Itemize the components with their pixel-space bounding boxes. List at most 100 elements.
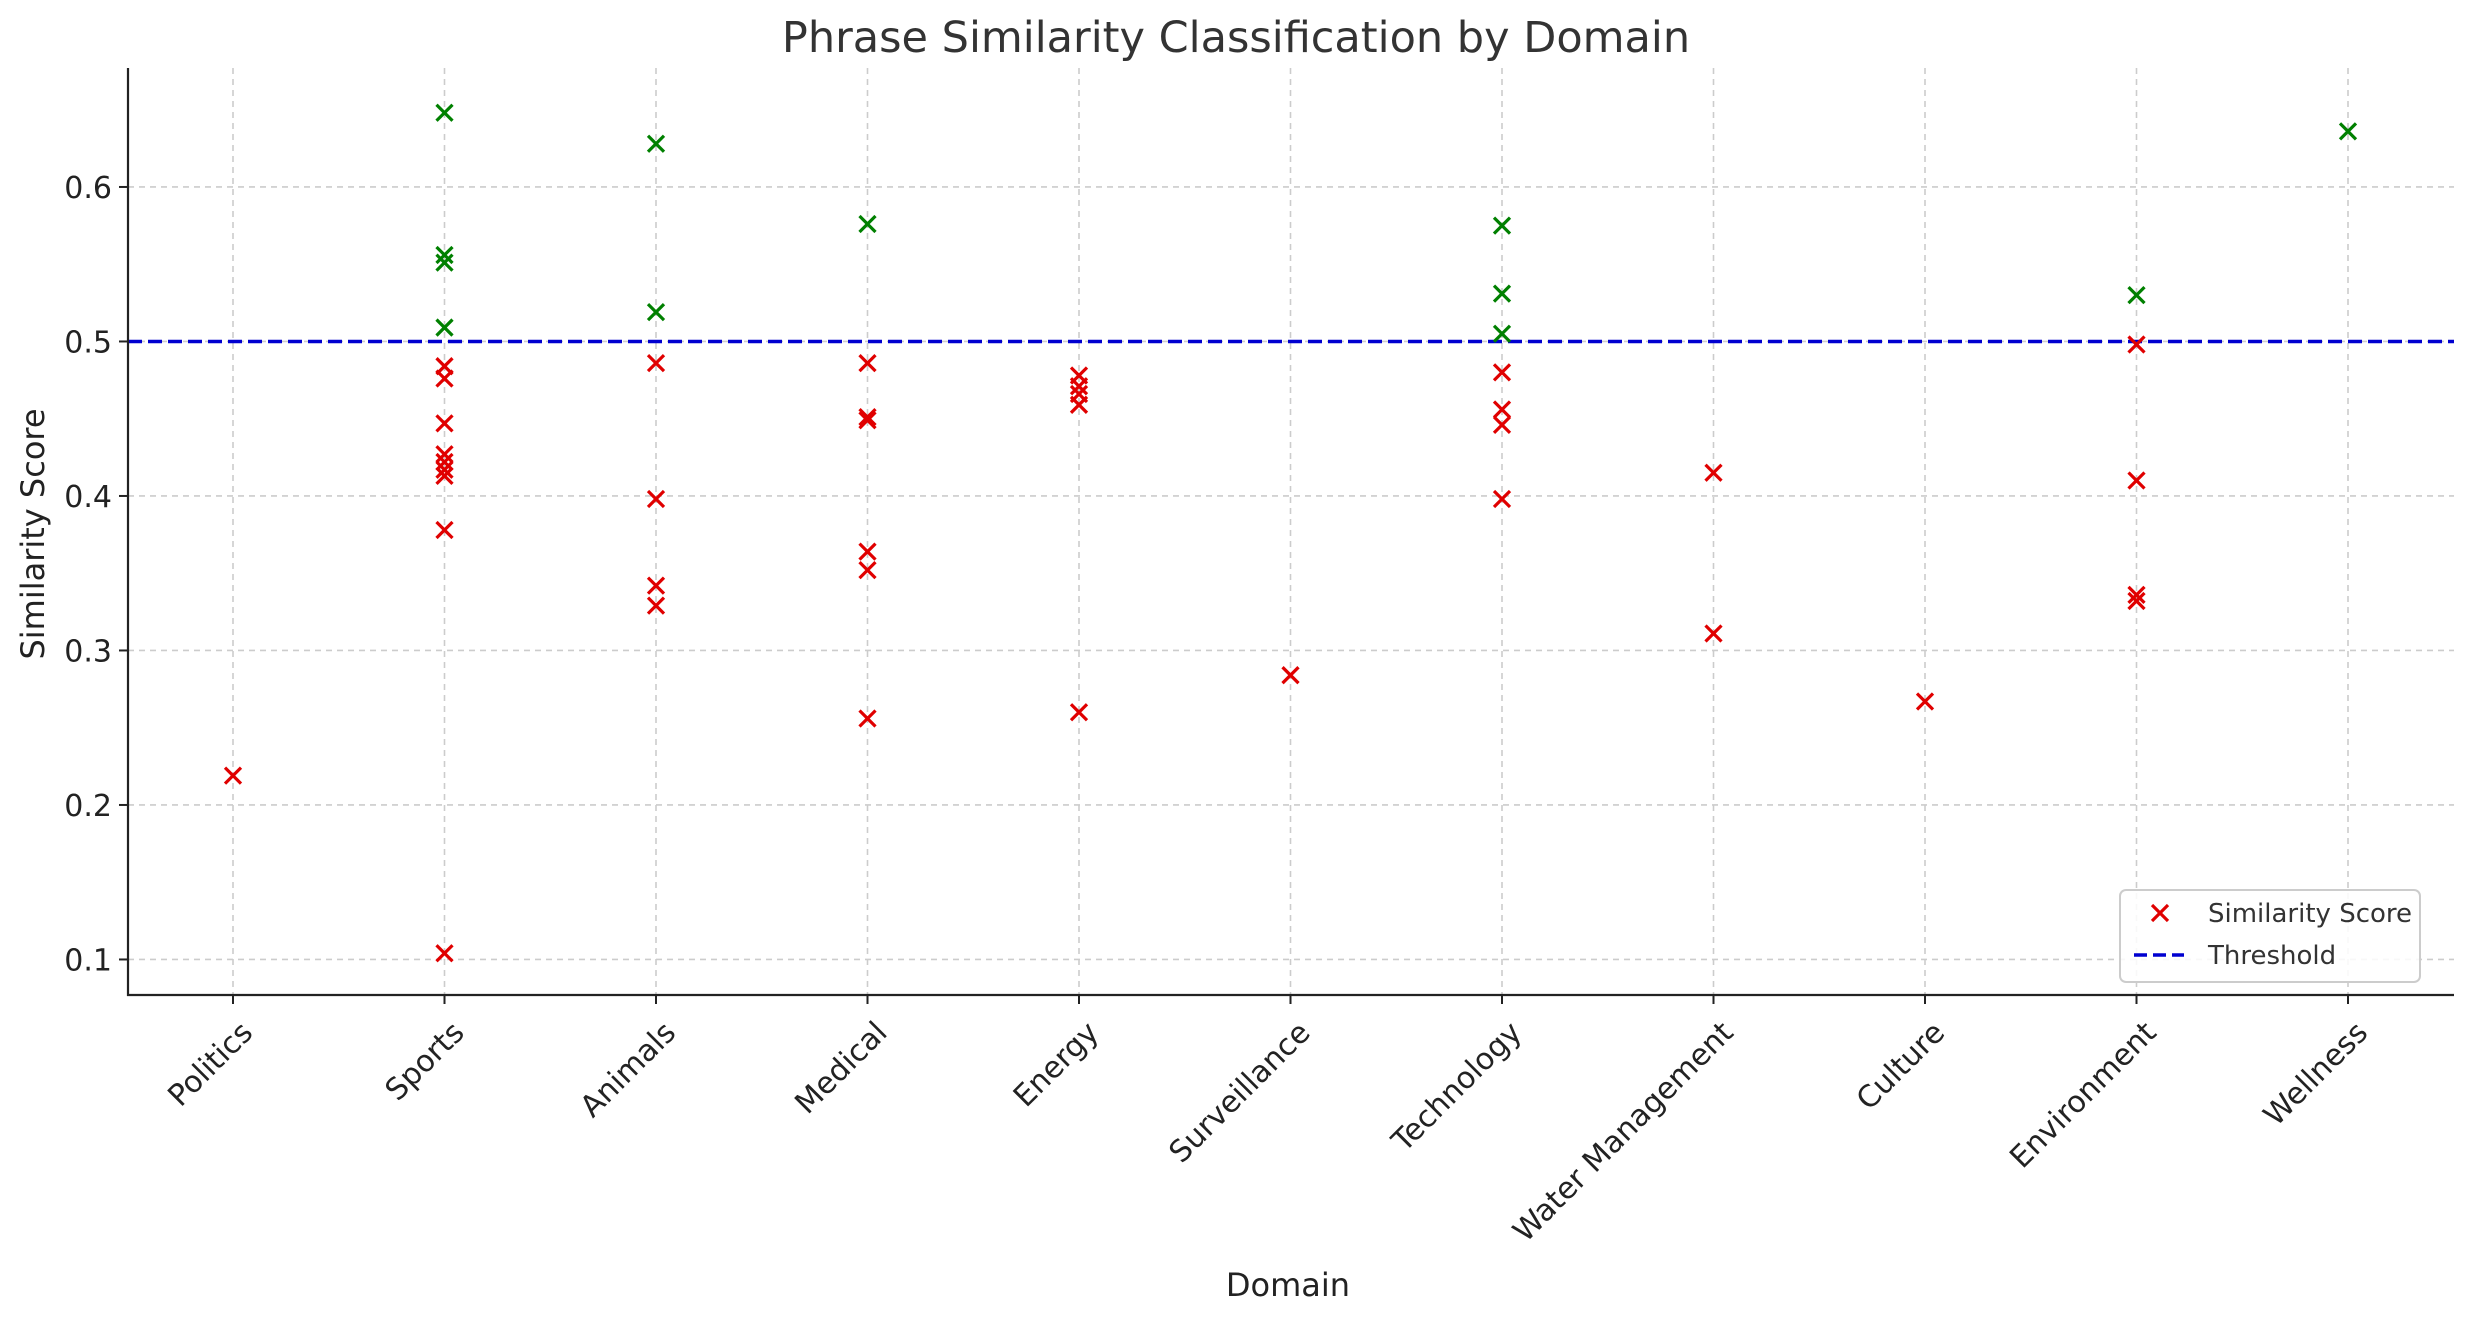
point-mark-stroke xyxy=(435,520,454,540)
data-point xyxy=(646,596,666,615)
point-mark-stroke xyxy=(435,460,454,479)
point-mark-stroke xyxy=(646,134,666,153)
point-mark-stroke xyxy=(1069,377,1089,396)
data-point xyxy=(1281,666,1300,685)
point-mark-stroke xyxy=(223,766,243,785)
data-point xyxy=(646,302,666,322)
data-point xyxy=(435,466,454,486)
data-point xyxy=(435,445,454,464)
point-mark-stroke xyxy=(858,411,877,430)
data-point xyxy=(2127,471,2146,490)
point-mark-stroke xyxy=(1704,463,1723,482)
data-point xyxy=(435,369,454,388)
point-mark-stroke xyxy=(858,709,877,728)
point-mark-stroke xyxy=(858,560,877,580)
y-axis-ticks: 0.1 0.2 0.3 0.4 0.5 0.6 xyxy=(64,171,128,978)
data-point xyxy=(435,414,454,433)
point-mark-stroke xyxy=(2127,471,2146,490)
point-mark-stroke xyxy=(2127,591,2146,611)
point-mark-stroke xyxy=(858,353,877,373)
point-mark-stroke xyxy=(646,489,666,509)
x-axis-title: Domain xyxy=(1226,1266,1350,1304)
point-mark-stroke xyxy=(435,369,454,388)
data-point xyxy=(435,460,454,479)
data-point xyxy=(435,245,454,265)
data-point xyxy=(646,134,666,153)
data-point xyxy=(1069,395,1089,414)
data-point xyxy=(646,353,666,373)
point-mark-stroke xyxy=(646,596,666,615)
legend-label-similarity-score: Similarity Score xyxy=(2208,899,2412,929)
y-tick-label: 0.4 xyxy=(64,480,112,515)
point-mark-stroke xyxy=(1915,692,1935,711)
point-mark-stroke xyxy=(435,452,454,472)
data-point xyxy=(435,452,454,472)
data-point xyxy=(1704,463,1723,482)
data-point xyxy=(2127,335,2146,354)
data-point xyxy=(858,560,877,580)
data-point xyxy=(435,318,454,337)
point-mark-stroke xyxy=(1069,395,1089,414)
point-mark-stroke xyxy=(2150,903,2170,923)
point-mark-stroke xyxy=(1492,415,1512,435)
point-mark-stroke xyxy=(435,245,454,265)
data-point xyxy=(858,542,877,561)
data-point xyxy=(1492,363,1512,382)
data-points xyxy=(223,103,2358,963)
data-point xyxy=(646,576,666,595)
y-tick-label: 0.1 xyxy=(64,943,112,978)
data-point xyxy=(1492,400,1512,419)
data-point xyxy=(858,214,877,234)
point-mark-stroke xyxy=(646,576,666,595)
point-mark-stroke xyxy=(435,318,454,337)
legend-label-threshold: Threshold xyxy=(2207,941,2336,971)
data-point xyxy=(1069,703,1089,722)
data-point xyxy=(1492,415,1512,435)
y-tick-label: 0.6 xyxy=(64,171,112,206)
point-mark-stroke xyxy=(435,445,454,464)
data-point xyxy=(1915,692,1935,711)
data-point xyxy=(1069,377,1089,396)
point-mark-stroke xyxy=(2127,285,2146,305)
legend-box xyxy=(2119,889,2421,983)
data-point xyxy=(1492,324,1512,343)
data-point xyxy=(858,709,877,728)
point-mark-stroke xyxy=(2338,122,2358,141)
data-point xyxy=(435,944,454,963)
point-mark-stroke xyxy=(646,353,666,373)
data-point xyxy=(858,411,877,430)
data-point xyxy=(1492,284,1512,303)
point-mark-stroke xyxy=(435,253,454,272)
point-mark-stroke xyxy=(435,944,454,963)
data-point xyxy=(858,408,877,427)
data-point xyxy=(646,489,666,509)
legend-x-marker xyxy=(2150,903,2170,923)
point-mark-stroke xyxy=(1069,703,1089,722)
data-point xyxy=(2127,585,2146,604)
point-mark-stroke xyxy=(858,408,877,427)
point-mark-stroke xyxy=(1492,400,1512,419)
data-point xyxy=(1492,216,1512,235)
data-point xyxy=(2127,285,2146,305)
point-mark-stroke xyxy=(1492,324,1512,343)
point-mark-stroke xyxy=(646,302,666,322)
y-axis-title: Similarity Score xyxy=(14,408,52,659)
point-mark-stroke xyxy=(1492,216,1512,235)
point-mark-stroke xyxy=(1492,489,1512,509)
point-mark-stroke xyxy=(1281,666,1300,685)
point-mark-stroke xyxy=(858,214,877,234)
y-tick-label: 0.5 xyxy=(64,325,112,360)
data-point xyxy=(2338,122,2358,141)
point-mark-stroke xyxy=(2127,335,2146,354)
chart-title: Phrase Similarity Classification by Doma… xyxy=(782,13,1690,63)
data-point xyxy=(435,103,454,122)
data-point xyxy=(1492,489,1512,509)
point-mark-stroke xyxy=(2127,585,2146,604)
data-point xyxy=(435,520,454,540)
point-mark-stroke xyxy=(1492,284,1512,303)
data-point xyxy=(223,766,243,785)
legend: Similarity Score Threshold xyxy=(2119,889,2421,983)
data-point xyxy=(1704,624,1723,643)
